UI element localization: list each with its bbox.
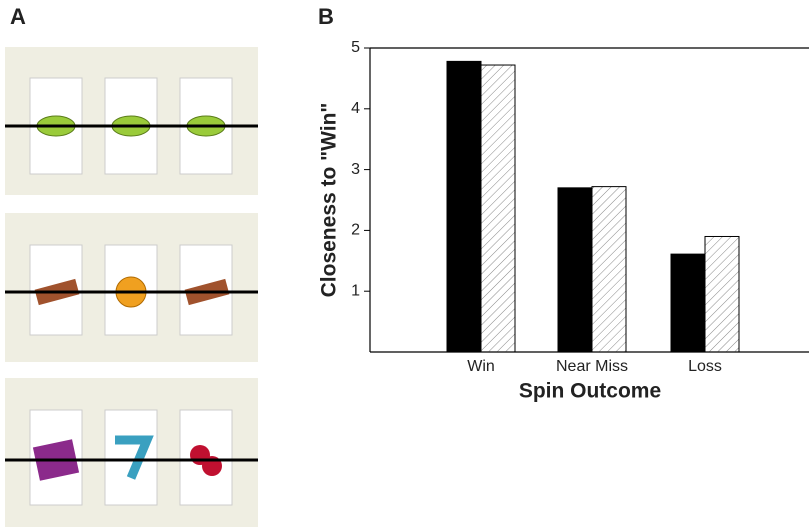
x-tick-label: Near Miss	[556, 358, 628, 375]
bar	[557, 187, 593, 353]
slot-win	[5, 47, 258, 195]
y-tick-label: 5	[351, 39, 360, 56]
panel-label: B	[318, 4, 334, 29]
x-tick-label: Loss	[688, 358, 722, 375]
x-axis-title: Spin Outcome	[519, 380, 661, 403]
bar	[480, 64, 516, 353]
slot-loss	[5, 378, 258, 527]
slot-near-miss	[5, 213, 258, 362]
y-tick-label: 2	[351, 222, 360, 239]
y-tick-label: 3	[351, 161, 360, 178]
y-axis-title: Closeness to "Win"	[318, 103, 341, 298]
y-tick-label: 4	[351, 100, 360, 117]
bar	[591, 186, 627, 353]
y-tick-label: 1	[351, 282, 360, 299]
bar	[704, 235, 740, 353]
panel-label: A	[10, 4, 26, 29]
bar	[446, 60, 482, 353]
bar	[670, 253, 706, 353]
x-tick-label: Win	[467, 358, 495, 375]
